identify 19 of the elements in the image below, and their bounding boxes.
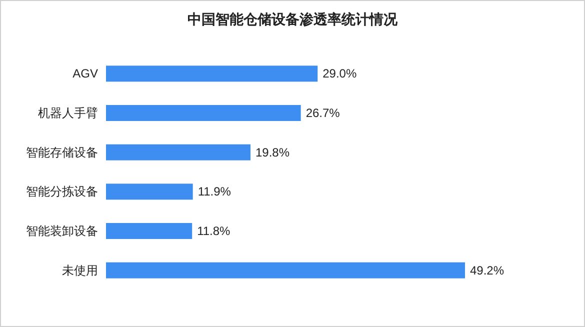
- data-label: 11.9%: [198, 184, 232, 199]
- bar: [106, 144, 250, 160]
- y-tick-label: 智能装卸设备: [26, 224, 98, 238]
- chart-title: 中国智能仓储设备渗透率统计情况: [188, 11, 398, 27]
- data-label: 49.2%: [470, 263, 504, 278]
- y-tick-label: 智能分拣设备: [26, 184, 98, 199]
- bar: [106, 262, 465, 278]
- bar: [106, 223, 192, 239]
- y-tick-label: AGV: [72, 66, 98, 81]
- data-label: 11.8%: [197, 224, 231, 238]
- y-tick-label: 未使用: [62, 263, 98, 278]
- bar: [106, 105, 301, 121]
- y-tick-label: 机器人手臂: [38, 106, 98, 120]
- bar: [106, 66, 318, 82]
- data-label: 19.8%: [255, 145, 290, 160]
- data-label: 29.0%: [322, 66, 357, 81]
- data-label: 26.7%: [306, 106, 340, 120]
- y-tick-label: 智能存储设备: [26, 145, 98, 160]
- bar: [106, 184, 193, 200]
